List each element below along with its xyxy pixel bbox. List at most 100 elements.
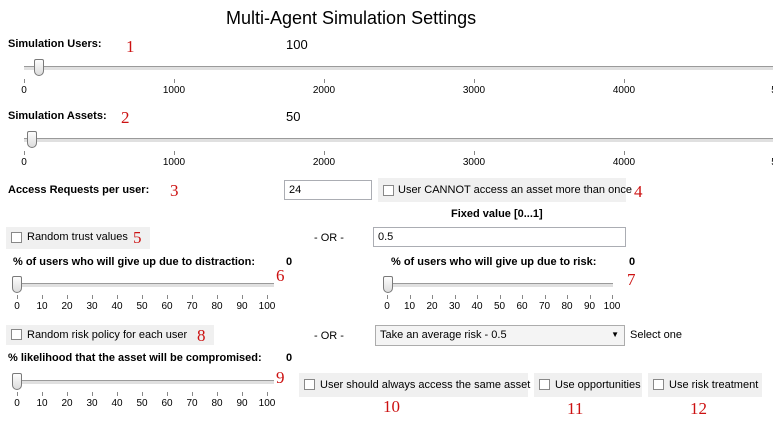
slider-tick-label: 3000: [462, 157, 486, 168]
slider-tick: [474, 151, 475, 155]
annotation-5: 5: [133, 228, 142, 247]
slider-tick: [409, 295, 411, 299]
annotation-10: 10: [383, 397, 400, 416]
page-title: Multi-Agent Simulation Settings: [226, 8, 477, 28]
random-trust-label: Random trust values: [27, 231, 128, 243]
slider-tick-label: 0: [14, 301, 20, 312]
slider-tick: [242, 392, 243, 396]
select-one-hint: Select one: [630, 329, 682, 341]
slider-tick: [42, 392, 43, 396]
compromise-label: % likelihood that the asset will be comp…: [8, 352, 262, 364]
slider-tick-label: 20: [426, 301, 438, 312]
annotation-8: 8: [197, 326, 206, 345]
assets-label: Simulation Assets:: [8, 110, 107, 122]
slider-tick-label: 0: [384, 301, 390, 312]
slider-tick-label: 80: [561, 301, 573, 312]
slider-tick: [624, 79, 625, 83]
slider-tick-label: 50: [136, 398, 148, 409]
slider-tick-label: 4000: [612, 157, 636, 168]
risk-policy-select[interactable]: Take an average risk - 0.5 ▼: [375, 325, 625, 346]
slider-tick-label: 4000: [612, 85, 636, 96]
slider-tick: [117, 295, 118, 299]
slider-tick-label: 10: [36, 398, 48, 409]
random-risk-checkbox[interactable]: [11, 329, 22, 340]
compromise-value: 0: [286, 352, 293, 364]
risk-giveup-slider[interactable]: 0 10 20 30 40 50 60 70 80 90 100: [375, 274, 625, 316]
slider-tick-label: 40: [111, 301, 123, 312]
risk-policy-selected: Take an average risk - 0.5: [380, 329, 507, 341]
chevron-down-icon[interactable]: ▼: [611, 330, 619, 339]
slider-tick: [474, 79, 475, 83]
random-trust-checkbox[interactable]: [11, 232, 22, 243]
same-asset-checkbox[interactable]: [304, 379, 315, 390]
users-slider-track[interactable]: [24, 66, 773, 71]
slider-tick: [142, 392, 143, 396]
slider-tick-label: 10: [403, 301, 416, 312]
slider-tick: [117, 392, 118, 396]
risk-giveup-slider-thumb[interactable]: [383, 276, 393, 293]
annotation-6: 6: [276, 266, 285, 285]
slider-tick-label: 20: [61, 301, 73, 312]
distraction-slider-thumb[interactable]: [12, 276, 22, 293]
annotation-4: 4: [634, 182, 643, 201]
slider-tick-label: 2000: [312, 157, 336, 168]
distraction-value: 0: [286, 256, 293, 268]
annotation-11: 11: [567, 399, 584, 418]
slider-tick: [192, 392, 193, 396]
risk-giveup-slider-track[interactable]: [387, 283, 613, 288]
slider-tick-label: 80: [211, 301, 223, 312]
risk-treatment-label: Use risk treatment: [669, 379, 759, 391]
slider-tick: [242, 295, 243, 299]
same-asset-panel: [299, 373, 528, 397]
slider-tick: [167, 295, 168, 299]
slider-tick-label: 90: [583, 301, 596, 312]
trust-fixed-value-input[interactable]: [373, 227, 626, 247]
compromise-slider-track[interactable]: [12, 380, 274, 385]
compromise-slider[interactable]: 0 10 20 30 40 50 60 70 80 90 100: [0, 371, 285, 415]
cannot-access-label: User CANNOT access an asset more than on…: [398, 184, 632, 196]
opportunities-checkbox[interactable]: [539, 379, 550, 390]
slider-tick-label: 50: [493, 301, 506, 312]
users-value: 100: [286, 37, 308, 52]
slider-tick: [17, 295, 18, 299]
slider-tick-label: 50: [136, 301, 148, 312]
access-requests-label: Access Requests per user:: [8, 184, 150, 196]
slider-tick: [92, 392, 93, 396]
slider-tick-label: 5: [771, 157, 773, 168]
users-slider-thumb[interactable]: [34, 59, 44, 76]
compromise-slider-thumb[interactable]: [12, 373, 22, 390]
slider-tick: [174, 79, 175, 83]
assets-slider-thumb[interactable]: [27, 131, 37, 148]
random-risk-label: Random risk policy for each user: [27, 329, 188, 341]
opportunities-label: Use opportunities: [555, 379, 641, 391]
slider-tick-label: 60: [161, 301, 173, 312]
slider-tick: [174, 151, 175, 155]
slider-tick-label: 0: [21, 157, 27, 168]
same-asset-label: User should always access the same asset: [320, 379, 531, 391]
distraction-slider[interactable]: 0 10 20 30 40 50 60 70 80 90 100: [0, 274, 285, 316]
slider-tick: [477, 295, 478, 299]
slider-tick-label: 2000: [312, 85, 336, 96]
users-slider[interactable]: 0 1000 2000 3000 4000 5: [0, 56, 773, 100]
access-requests-input[interactable]: [284, 180, 372, 200]
slider-tick-label: 70: [186, 301, 198, 312]
annotation-3: 3: [170, 181, 179, 200]
slider-tick-label: 1000: [162, 85, 186, 96]
slider-tick: [192, 295, 193, 299]
opportunities-panel: [534, 373, 642, 397]
cannot-access-checkbox[interactable]: [383, 185, 394, 196]
cannot-access-panel: [378, 178, 626, 202]
annotation-7: 7: [627, 270, 636, 289]
slider-tick: [217, 295, 218, 299]
slider-tick: [42, 295, 43, 299]
slider-tick-label: 1000: [162, 157, 186, 168]
slider-tick: [17, 392, 18, 396]
assets-slider-track[interactable]: [24, 138, 773, 143]
slider-tick-label: 30: [86, 301, 98, 312]
slider-tick: [624, 151, 625, 155]
distraction-slider-track[interactable]: [12, 283, 274, 288]
random-risk-panel: [6, 325, 214, 345]
risk-treatment-checkbox[interactable]: [653, 379, 664, 390]
slider-tick: [567, 295, 568, 299]
assets-slider[interactable]: 0 1000 2000 3000 4000 5: [0, 130, 773, 174]
